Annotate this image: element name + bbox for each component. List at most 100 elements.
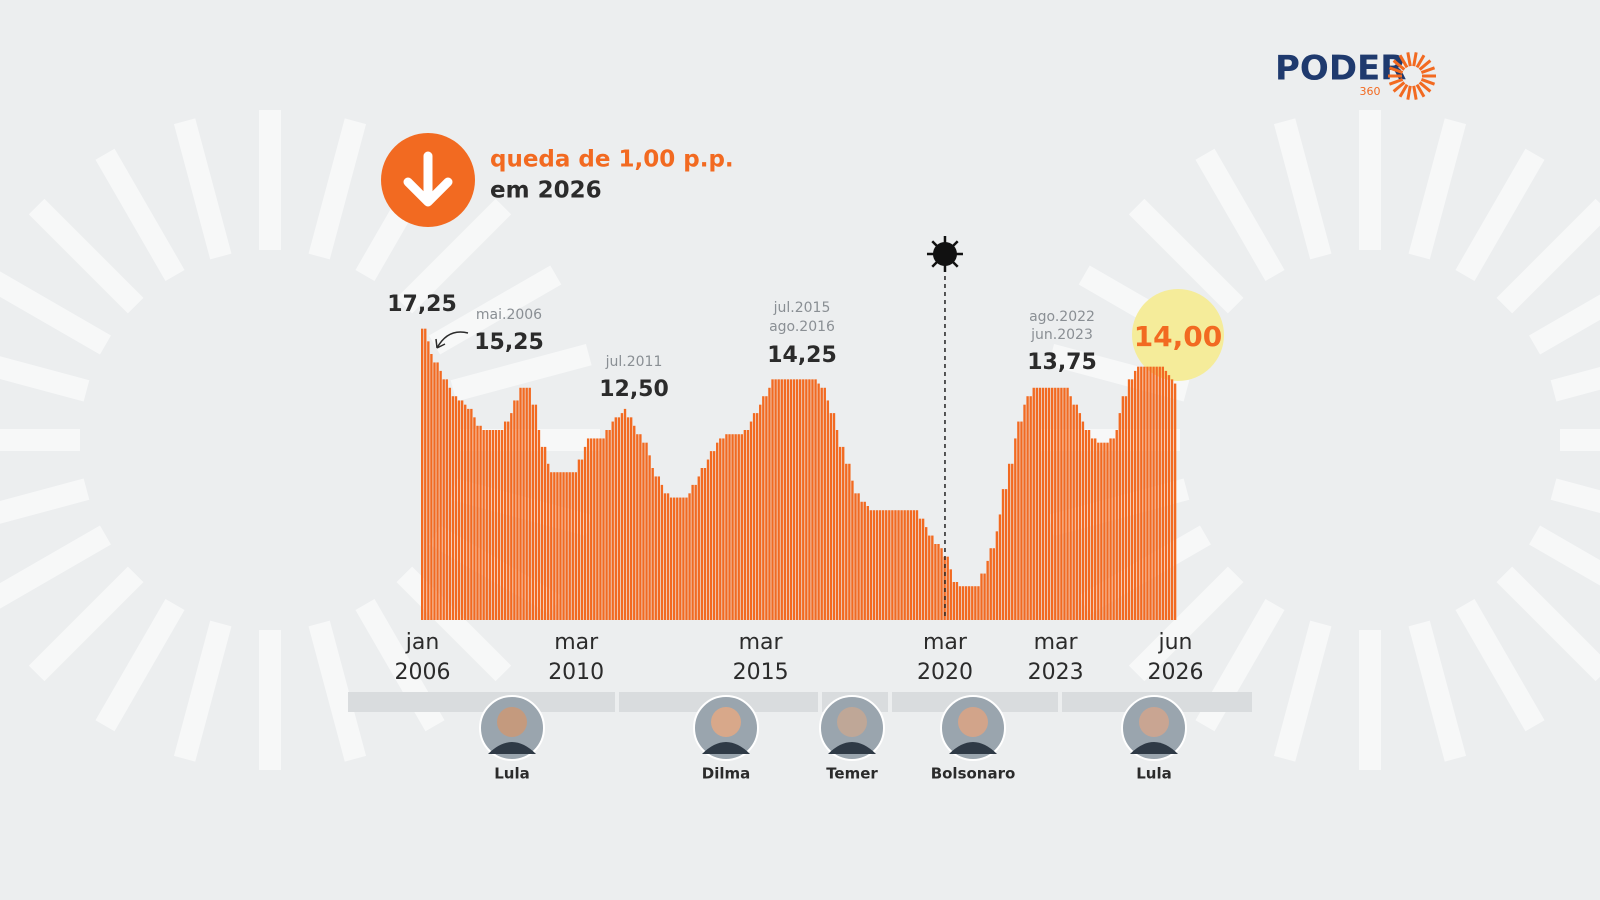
- bar: [1011, 463, 1014, 620]
- bar: [946, 556, 949, 620]
- bar: [1130, 379, 1134, 620]
- bar: [596, 438, 599, 620]
- bar: [768, 387, 771, 620]
- bar: [835, 430, 839, 620]
- headline: em 2026: [490, 178, 602, 204]
- bar: [955, 582, 959, 620]
- bar: [734, 434, 737, 620]
- bar: [1100, 442, 1103, 620]
- bar: [602, 438, 605, 620]
- bar: [1001, 489, 1005, 620]
- bar: [921, 518, 925, 620]
- ray: [28, 198, 144, 314]
- bar: [605, 430, 608, 620]
- bar: [559, 472, 562, 620]
- bar: [712, 451, 716, 620]
- bar: [983, 573, 986, 620]
- ray: [1388, 66, 1404, 74]
- bar: [1170, 379, 1174, 620]
- bar: [1047, 387, 1051, 620]
- bar: [1109, 438, 1112, 620]
- decoration: [0, 110, 1600, 770]
- bar: [571, 472, 574, 620]
- bar: [464, 404, 467, 620]
- bar: [918, 518, 922, 620]
- value-label: 14,00: [1134, 320, 1223, 353]
- bar: [700, 468, 704, 620]
- bar: [1063, 387, 1066, 620]
- bar: [1097, 442, 1100, 620]
- bar: [857, 493, 860, 620]
- bar: [820, 387, 823, 620]
- bar: [805, 379, 808, 620]
- value-label: 14,25: [767, 343, 837, 368]
- ray: [308, 620, 367, 762]
- bar: [688, 493, 691, 620]
- bar: [802, 379, 805, 620]
- bar: [1118, 413, 1121, 620]
- bar: [1084, 430, 1088, 620]
- bar: [814, 379, 817, 620]
- bar: [1026, 396, 1029, 620]
- annotation: jul.2011: [605, 354, 663, 370]
- bar: [792, 379, 796, 620]
- president-name: Temer: [826, 765, 878, 783]
- bar: [934, 544, 937, 620]
- ray: [173, 118, 232, 260]
- bar: [1032, 387, 1035, 620]
- bar: [1057, 387, 1060, 620]
- photo-face: [958, 707, 988, 737]
- bar: [547, 463, 550, 620]
- bar: [565, 472, 568, 620]
- bar: [958, 586, 962, 620]
- bar: [516, 400, 519, 620]
- ray: [1420, 66, 1436, 74]
- bar: [654, 476, 657, 620]
- bar: [626, 417, 630, 620]
- bar: [430, 354, 433, 620]
- bar: [507, 421, 510, 620]
- bar: [789, 379, 793, 620]
- president-name: Dilma: [702, 765, 751, 783]
- bar: [503, 421, 507, 620]
- bar: [952, 582, 956, 620]
- bar: [737, 434, 740, 620]
- photo-face: [1139, 707, 1169, 737]
- bar: [639, 434, 642, 620]
- bar: [989, 548, 992, 620]
- bar: [633, 425, 636, 620]
- bar: [1090, 438, 1094, 620]
- bar: [986, 560, 989, 620]
- bar: [968, 586, 971, 620]
- bar: [580, 459, 584, 620]
- ray: [1392, 59, 1406, 71]
- bar: [522, 387, 525, 620]
- ray: [1455, 599, 1545, 732]
- bar: [645, 442, 648, 620]
- bar: [1167, 375, 1171, 620]
- bar: [872, 510, 876, 620]
- bar: [510, 413, 513, 620]
- bar: [974, 586, 977, 620]
- ray: [1418, 59, 1432, 71]
- bar: [1078, 413, 1082, 620]
- bar: [1051, 387, 1054, 620]
- bar: [915, 510, 919, 620]
- bar: [651, 468, 654, 620]
- bar: [1038, 387, 1042, 620]
- bar: [771, 379, 774, 620]
- pointer-arrow: [435, 331, 469, 349]
- ray: [0, 525, 111, 609]
- bar: [537, 430, 541, 620]
- ray: [1529, 525, 1600, 586]
- bar: [448, 387, 452, 620]
- ray: [1398, 54, 1409, 69]
- annotation: ago.2022: [1029, 309, 1095, 325]
- bar: [1121, 396, 1125, 620]
- bar: [445, 379, 448, 620]
- bar: [1087, 430, 1091, 620]
- bar: [811, 379, 814, 620]
- bar: [439, 370, 442, 620]
- ray: [1408, 620, 1467, 762]
